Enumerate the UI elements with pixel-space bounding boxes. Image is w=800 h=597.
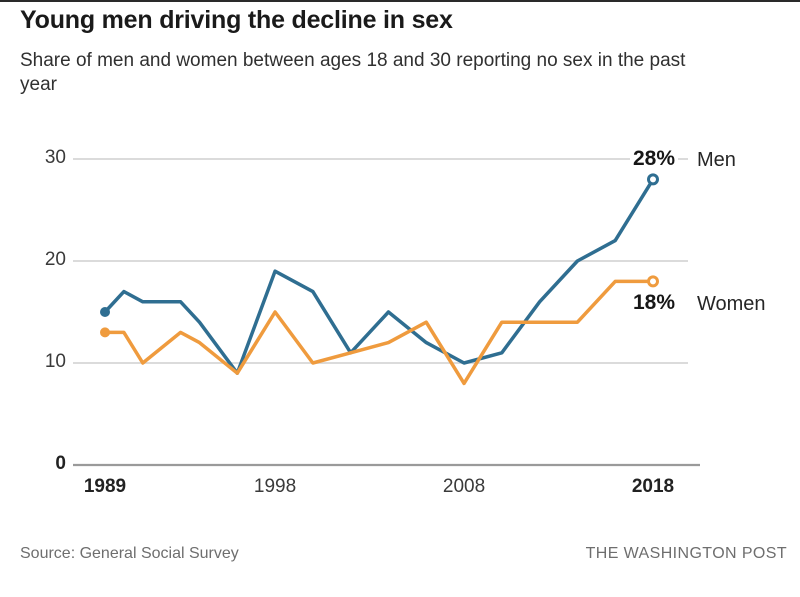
men-value-label: 28% <box>629 148 678 170</box>
x-tick-2008: 2008 <box>442 476 486 497</box>
source-note: Source: General Social Survey <box>20 545 239 562</box>
y-tick-20: 20 <box>44 249 66 270</box>
chart-subtitle: Share of men and women between ages 18 a… <box>20 49 780 97</box>
men-end-circle <box>647 173 659 186</box>
subtitle-line-2: year <box>20 74 57 95</box>
women-series-label: Women <box>697 293 766 315</box>
women-line <box>105 279 653 386</box>
women-start-dot <box>100 327 110 338</box>
x-tick-2018: 2018 <box>631 476 675 497</box>
x-tick-1989: 1989 <box>83 476 127 497</box>
y-tick-0: 0 <box>55 453 66 474</box>
men-start-dot <box>100 307 110 317</box>
y-tick-30: 30 <box>44 147 66 168</box>
top-border <box>0 0 800 2</box>
women-value-label: 18% <box>629 292 678 314</box>
men-series-label: Men <box>697 149 736 171</box>
women-end-circle <box>647 275 659 288</box>
x-tick-1998: 1998 <box>253 476 297 497</box>
page-title: Young men driving the decline in sex <box>20 6 453 34</box>
y-tick-10: 10 <box>44 351 66 372</box>
publisher-credit: THE WASHINGTON POST <box>585 545 787 562</box>
subtitle-line-1: Share of men and women between ages 18 a… <box>20 50 686 71</box>
